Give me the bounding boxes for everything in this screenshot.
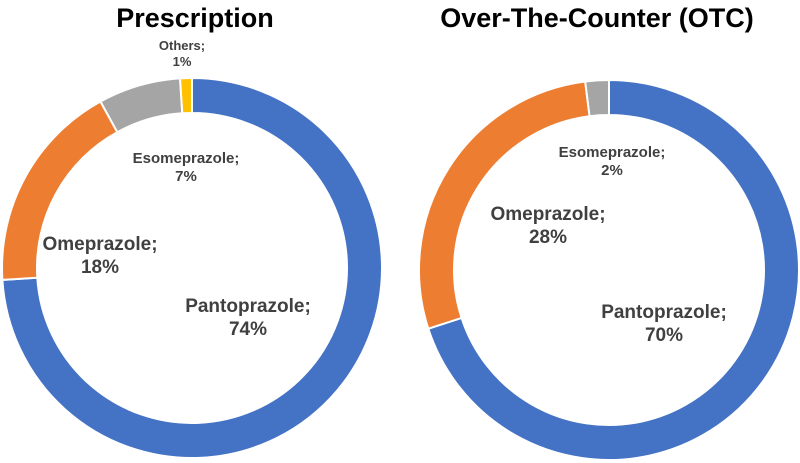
prescription-label-name-pantoprazole: Pantoprazole; [185, 296, 311, 317]
prescription-slices [1, 76, 383, 459]
prescription-slice-pantoprazole [1, 76, 383, 459]
otc-label-name-omeprazole: Omeprazole; [490, 204, 605, 225]
otc-chart: Over-The-Counter (OTC) Pantoprazole;70% O… [418, 3, 800, 461]
otc-label-value-omeprazole: 28% [529, 227, 567, 248]
otc-slice-esomeprazole [584, 78, 610, 118]
prescription-label-name-omeprazole: Omeprazole; [42, 234, 157, 255]
prescription-chart-title: Prescription [116, 3, 274, 33]
prescription-label-value-esomeprazole: 7% [175, 168, 197, 185]
otc-chart-title: Over-The-Counter (OTC) [440, 3, 754, 33]
otc-label-name-pantoprazole: Pantoprazole; [601, 302, 727, 323]
prescription-label-value-pantoprazole: 74% [229, 319, 267, 340]
otc-label-name-esomeprazole: Esomeprazole; [559, 144, 666, 161]
otc-slice-pantoprazole [427, 78, 800, 461]
prescription-label-name-others: Others; [159, 38, 205, 53]
prescription-slice-others [179, 76, 193, 115]
prescription-chart: Prescription Pantoprazole;74% Omeprazole;… [1, 3, 383, 459]
prescription-label-name-esomeprazole: Esomeprazole; [133, 150, 240, 167]
prescription-slice-esomeprazole [99, 77, 184, 134]
otc-label-value-pantoprazole: 70% [645, 325, 683, 346]
prescription-label-value-omeprazole: 18% [81, 257, 119, 278]
prescription-label-value-others: 1% [173, 54, 192, 69]
otc-labels: Pantoprazole;70% Omeprazole;28% Esomeprazo… [490, 144, 726, 346]
otc-label-value-esomeprazole: 2% [601, 162, 623, 179]
otc-slices [418, 78, 800, 461]
prescription-labels: Pantoprazole;74% Omeprazole;18% Esomeprazo… [42, 38, 310, 340]
